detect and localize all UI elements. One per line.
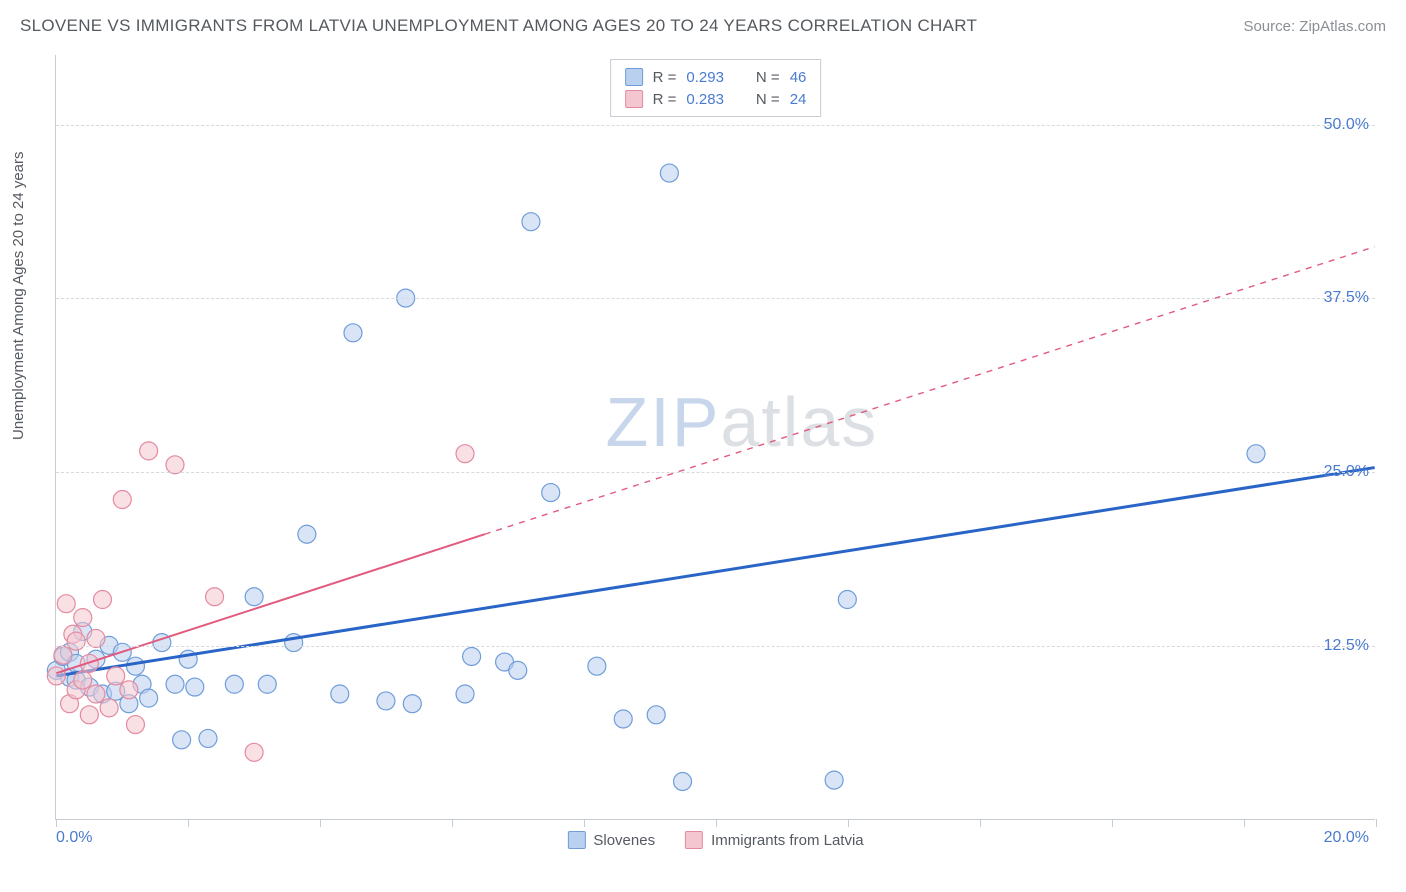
data-point: [74, 609, 92, 627]
legend-label: Slovenes: [593, 832, 655, 849]
data-point: [509, 661, 527, 679]
data-point: [588, 657, 606, 675]
trend-line: [56, 468, 1374, 676]
y-tick-label: 12.5%: [1324, 637, 1369, 655]
x-tick: [848, 819, 849, 827]
data-point: [87, 629, 105, 647]
y-tick-label: 50.0%: [1324, 116, 1369, 134]
stats-row: R = 0.293 N = 46: [625, 66, 807, 88]
gridline: [56, 472, 1375, 473]
r-label: R =: [653, 91, 677, 108]
data-point: [173, 731, 191, 749]
data-point: [542, 484, 560, 502]
data-point: [140, 689, 158, 707]
x-tick: [1112, 819, 1113, 827]
data-point: [660, 164, 678, 182]
data-point: [838, 591, 856, 609]
data-point: [1247, 445, 1265, 463]
chart-header: SLOVENE VS IMMIGRANTS FROM LATVIA UNEMPL…: [20, 16, 1386, 36]
data-point: [74, 671, 92, 689]
data-point: [377, 692, 395, 710]
gridline: [56, 646, 1375, 647]
data-point: [67, 632, 85, 650]
x-tick: [716, 819, 717, 827]
data-point: [674, 773, 692, 791]
legend-swatch: [567, 831, 585, 849]
data-point: [54, 646, 72, 664]
data-point: [456, 445, 474, 463]
gridline: [56, 298, 1375, 299]
data-point: [166, 675, 184, 693]
data-point: [166, 456, 184, 474]
x-tick: [584, 819, 585, 827]
data-point: [331, 685, 349, 703]
r-label: R =: [653, 69, 677, 86]
x-tick-label-right: 20.0%: [1324, 829, 1369, 847]
data-point: [403, 695, 421, 713]
data-point: [126, 716, 144, 734]
series-swatch: [625, 68, 643, 86]
correlation-stats-box: R = 0.293 N = 46 R = 0.283 N = 24: [610, 59, 822, 117]
data-point: [94, 591, 112, 609]
x-tick: [1376, 819, 1377, 827]
x-tick: [452, 819, 453, 827]
legend-label: Immigrants from Latvia: [711, 832, 864, 849]
legend-item: Immigrants from Latvia: [685, 831, 864, 849]
y-tick-label: 25.0%: [1324, 463, 1369, 481]
data-point: [107, 667, 125, 685]
chart-source: Source: ZipAtlas.com: [1243, 18, 1386, 35]
trend-line: [56, 534, 484, 673]
data-point: [100, 699, 118, 717]
data-point: [456, 685, 474, 703]
data-point: [120, 681, 138, 699]
x-tick: [56, 819, 57, 827]
data-point: [245, 743, 263, 761]
data-point: [186, 678, 204, 696]
x-tick: [320, 819, 321, 827]
x-tick-label-left: 0.0%: [56, 829, 92, 847]
n-label: N =: [756, 91, 780, 108]
data-point: [463, 647, 481, 665]
n-value: 24: [790, 91, 807, 108]
data-point: [206, 588, 224, 606]
data-point: [87, 685, 105, 703]
data-point: [225, 675, 243, 693]
data-point: [47, 667, 65, 685]
y-tick-label: 37.5%: [1324, 289, 1369, 307]
n-value: 46: [790, 69, 807, 86]
data-point: [80, 706, 98, 724]
data-point: [298, 525, 316, 543]
data-point: [258, 675, 276, 693]
trend-line-dashed: [485, 247, 1375, 535]
data-point: [57, 595, 75, 613]
x-tick: [188, 819, 189, 827]
gridline: [56, 125, 1375, 126]
r-value: 0.293: [686, 69, 724, 86]
data-point: [126, 657, 144, 675]
scatter-svg: [56, 55, 1375, 819]
data-point: [140, 442, 158, 460]
x-tick: [1244, 819, 1245, 827]
data-point: [522, 213, 540, 231]
chart-plot-area: ZIPatlas R =0.293N =46R =0.283N =24 Slov…: [55, 55, 1375, 820]
x-tick: [980, 819, 981, 827]
chart-title: SLOVENE VS IMMIGRANTS FROM LATVIA UNEMPL…: [20, 16, 977, 36]
legend-bottom: Slovenes Immigrants from Latvia: [567, 831, 863, 849]
data-point: [113, 491, 131, 509]
n-label: N =: [756, 69, 780, 86]
legend-swatch: [685, 831, 703, 849]
r-value: 0.283: [686, 91, 724, 108]
data-point: [245, 588, 263, 606]
y-axis-label: Unemployment Among Ages 20 to 24 years: [10, 151, 27, 440]
data-point: [614, 710, 632, 728]
legend-item: Slovenes: [567, 831, 655, 849]
data-point: [647, 706, 665, 724]
series-swatch: [625, 90, 643, 108]
stats-row: R = 0.283 N = 24: [625, 88, 807, 110]
data-point: [344, 324, 362, 342]
data-point: [199, 729, 217, 747]
data-point: [825, 771, 843, 789]
